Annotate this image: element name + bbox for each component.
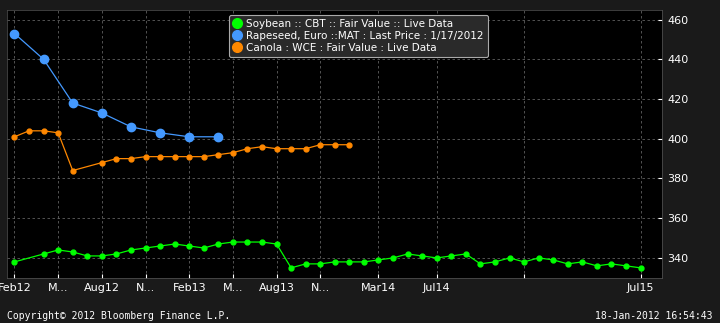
Legend: Soybean :: CBT :: Fair Value :: Live Data, Rapeseed, Euro ::MAT : Last Price : 1: Soybean :: CBT :: Fair Value :: Live Dat…	[229, 15, 488, 57]
Text: Copyright© 2012 Bloomberg Finance L.P.: Copyright© 2012 Bloomberg Finance L.P.	[7, 311, 230, 321]
Text: 18-Jan-2012 16:54:43: 18-Jan-2012 16:54:43	[595, 311, 713, 321]
